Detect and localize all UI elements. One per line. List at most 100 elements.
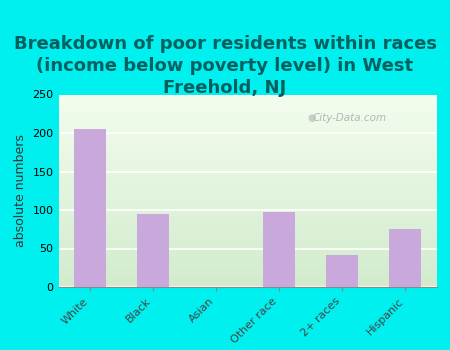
Bar [58,116,436,118]
Bar [58,172,436,174]
Bar [58,254,436,256]
Bar [58,272,436,274]
Bar [58,239,436,241]
Bar [58,262,436,264]
Bar [58,104,436,106]
Bar [58,212,436,214]
Bar [58,145,436,146]
Bar [58,228,436,229]
Bar [58,283,436,285]
Bar [58,156,436,158]
Bar [58,214,436,216]
Text: ●: ● [307,113,316,122]
Bar [58,245,436,246]
Bar [58,177,436,179]
Bar [58,181,436,183]
Bar [58,248,436,251]
Bar [58,150,436,152]
Bar [58,252,436,254]
Bar [74,129,106,287]
Bar [58,274,436,275]
Bar [58,196,436,198]
Bar [58,166,436,168]
Bar [58,114,436,116]
Bar [58,119,436,121]
Bar [58,106,436,108]
Bar [58,169,436,172]
Bar [58,100,436,102]
Bar [389,229,421,287]
Bar [58,112,436,114]
Bar [58,266,436,268]
Bar [58,270,436,272]
Bar [58,220,436,222]
Bar [58,127,436,129]
Bar [58,173,436,175]
Text: Breakdown of poor residents within races
(income below poverty level) in West
Fr: Breakdown of poor residents within races… [14,35,436,97]
Bar [58,143,436,145]
Bar [58,183,436,185]
Bar [58,168,436,169]
Bar [137,214,169,287]
Bar [58,235,436,237]
Bar [58,94,436,96]
Bar [58,206,436,208]
Bar [58,246,436,248]
Bar [58,146,436,148]
Bar [58,139,436,141]
Bar [58,148,436,150]
Bar [58,125,436,127]
Bar [58,191,436,192]
Bar [58,152,436,154]
Bar [58,195,436,196]
Bar [58,198,436,200]
Bar [58,162,436,164]
Bar [58,110,436,112]
Bar [58,216,436,218]
Bar [58,129,436,131]
Bar [58,260,436,262]
Bar [58,118,436,120]
Bar [263,211,295,287]
Bar [58,98,436,100]
Bar [58,121,436,124]
Bar [58,264,436,266]
Bar [58,285,436,287]
Bar [58,202,436,204]
Bar [58,160,436,162]
Bar [58,200,436,202]
Y-axis label: absolute numbers: absolute numbers [14,134,27,247]
Bar [58,102,436,104]
Bar [58,137,436,139]
Bar [58,141,436,143]
Bar [58,123,436,125]
Bar [58,179,436,181]
Bar [58,108,436,110]
Bar [58,175,436,177]
Bar [58,158,436,160]
Bar [58,233,436,235]
Bar [58,277,436,279]
Bar [58,243,436,245]
Bar [326,255,358,287]
Bar [58,131,436,133]
Bar [58,258,436,260]
Bar [58,154,436,156]
Bar [58,241,436,243]
Bar [58,96,436,98]
Bar [58,256,436,258]
Text: City-Data.com: City-Data.com [312,113,387,122]
Bar [58,185,436,187]
Bar [58,189,436,191]
Bar [58,164,436,166]
Bar [58,218,436,220]
Bar [58,222,436,223]
Bar [58,229,436,231]
Bar [58,231,436,233]
Bar [58,133,436,135]
Bar [58,135,436,137]
Bar [58,225,436,228]
Bar [58,268,436,270]
Bar [58,210,436,212]
Bar [58,281,436,283]
